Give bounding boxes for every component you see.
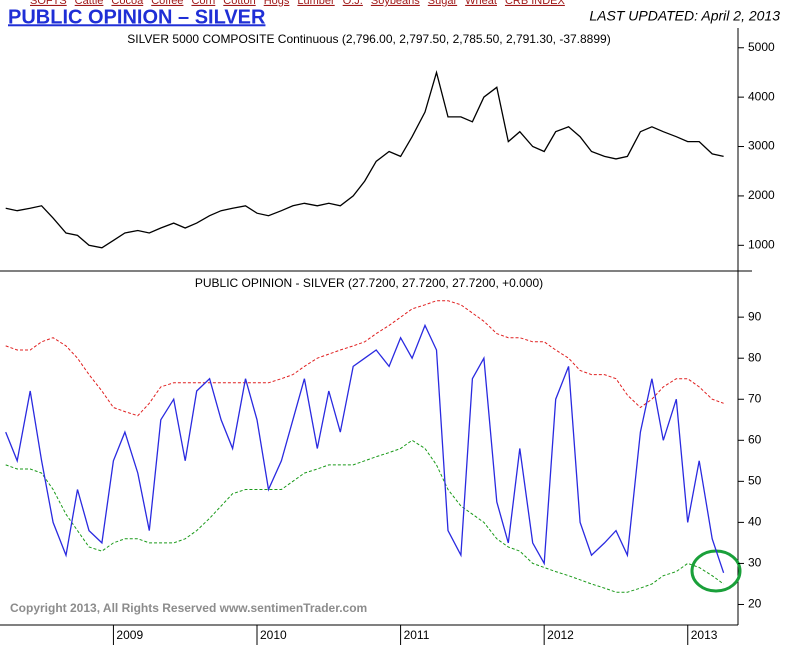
nav-link[interactable]: Cattle	[75, 0, 104, 7]
x-tick-label: 2009	[116, 628, 143, 642]
nav-link[interactable]: O.J.	[343, 0, 363, 7]
last-updated: LAST UPDATED: April 2, 2013	[589, 8, 780, 24]
x-tick-label: 2013	[691, 628, 718, 642]
y-tick-label: 50	[748, 474, 762, 488]
y-tick-label: 1000	[748, 237, 775, 251]
y-tick-label: 4000	[748, 89, 775, 103]
nav-bar: SOFTS Cattle Cocoa Coffee Corn Cotton Hogs Lumb…	[30, 0, 566, 7]
panel-title: PUBLIC OPINION - SILVER (27.7200, 27.720…	[195, 276, 543, 290]
nav-link[interactable]: SOFTS	[30, 0, 67, 7]
nav-link[interactable]: Hogs	[264, 0, 290, 7]
series-line	[5, 300, 724, 417]
nav-link[interactable]: Corn	[191, 0, 215, 7]
nav-link[interactable]: Wheat	[465, 0, 497, 7]
nav-link[interactable]: Cocoa	[111, 0, 144, 7]
copyright: Copyright 2013, All Rights Reserved www.…	[10, 601, 367, 615]
nav-link[interactable]: Sugar	[428, 0, 458, 7]
nav-link[interactable]: Soybeans	[371, 0, 420, 7]
y-tick-label: 5000	[748, 40, 775, 54]
nav-link[interactable]: Lumber	[297, 0, 335, 7]
y-tick-label: 60	[748, 432, 762, 446]
series-line	[5, 69, 724, 249]
y-tick-label: 80	[748, 350, 762, 364]
nav-link[interactable]: CRB INDEX	[505, 0, 566, 7]
panel-title: SILVER 5000 COMPOSITE Continuous (2,796.…	[127, 32, 610, 46]
x-tick-label: 2012	[547, 628, 574, 642]
y-tick-label: 70	[748, 391, 762, 405]
x-tick-label: 2011	[404, 628, 430, 642]
y-tick-label: 90	[748, 309, 762, 323]
y-tick-label: 20	[748, 597, 762, 611]
series-line	[5, 439, 724, 593]
y-tick-label: 3000	[748, 139, 775, 153]
y-tick-label: 40	[748, 515, 762, 529]
series-line	[5, 323, 725, 574]
page-title: PUBLIC OPINION – SILVER	[8, 6, 266, 28]
nav-link[interactable]: Cotton	[223, 0, 255, 7]
nav-link[interactable]: Coffee	[151, 0, 183, 7]
y-tick-label: 30	[748, 556, 762, 570]
y-tick-label: 2000	[748, 188, 775, 202]
x-tick-label: 2010	[260, 628, 287, 642]
